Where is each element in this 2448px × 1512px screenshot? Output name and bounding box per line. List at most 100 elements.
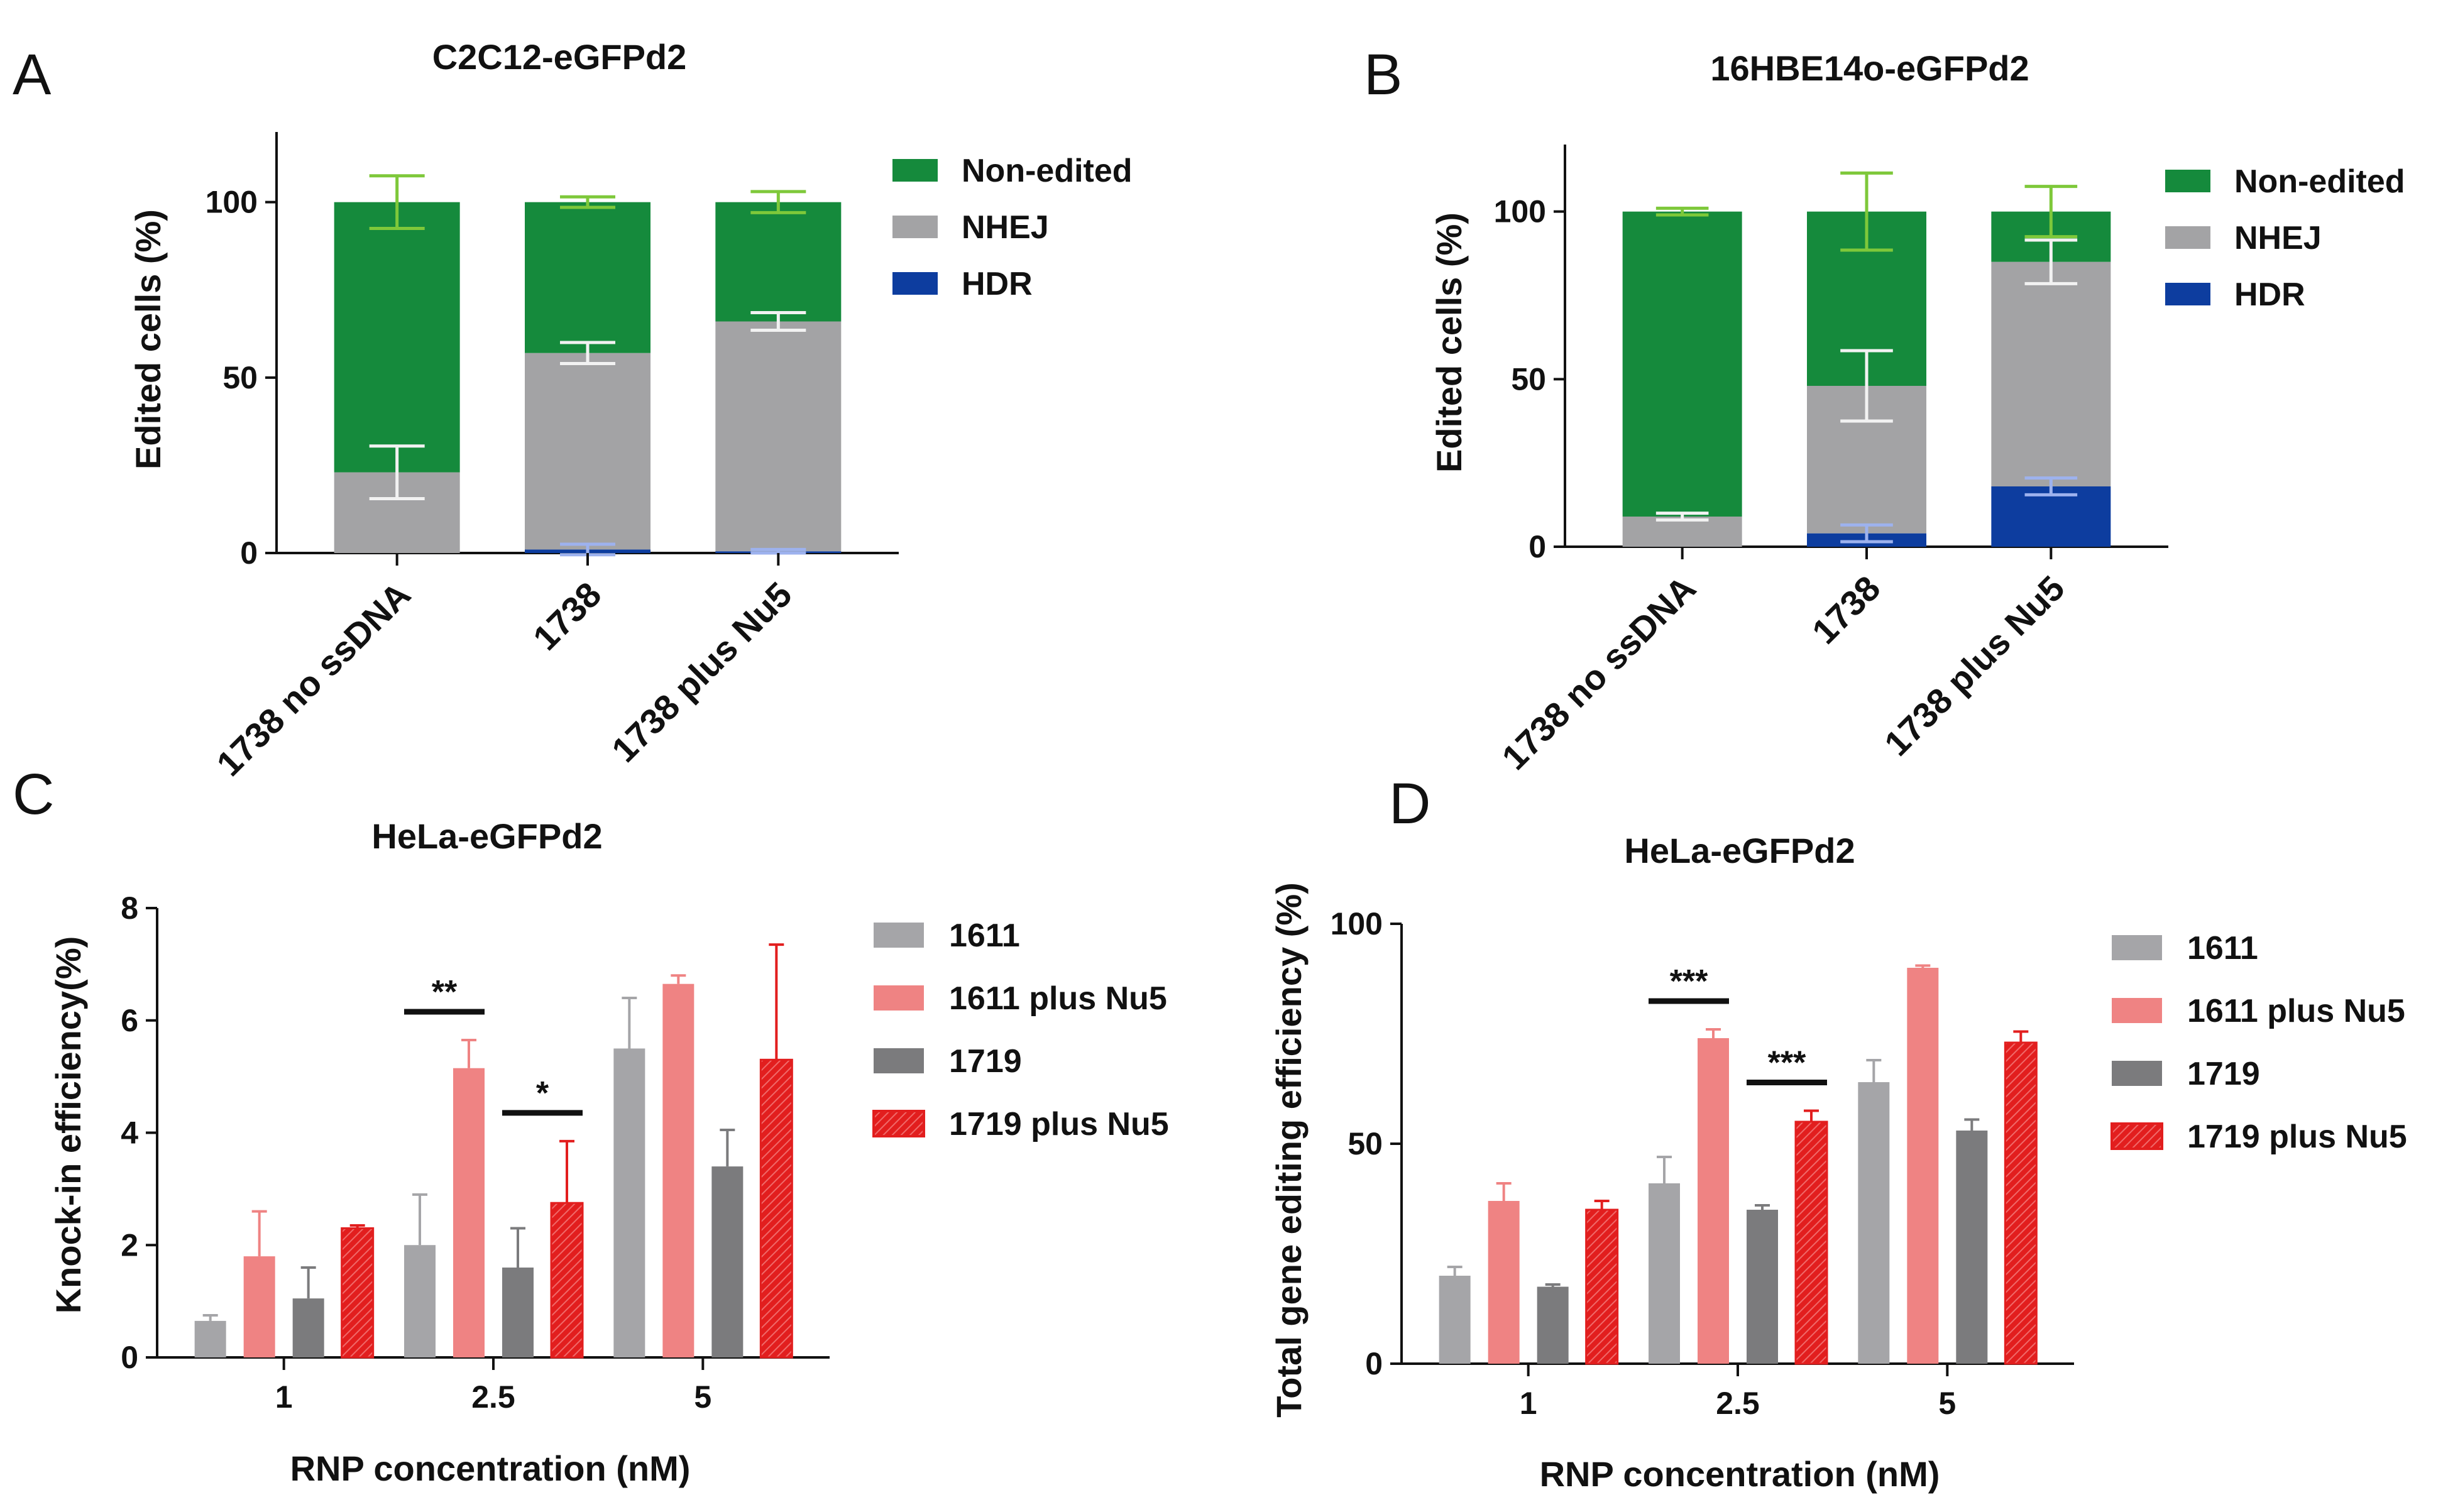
- panel-b-legend-swatch-non-edited: [2165, 170, 2210, 192]
- panel-c-y-tick-label: 0: [121, 1340, 138, 1375]
- panel-c-bar-1719-plus-nu5-1: [341, 1227, 375, 1359]
- panel-b-bar-hdr-1738-plus-nu5: [1991, 486, 2111, 547]
- panel-c-y-tick-label: 2: [121, 1227, 138, 1263]
- panel-d-category-label: 5: [1938, 1386, 1956, 1421]
- panel-b-y-tick-label: 50: [1511, 361, 1546, 397]
- panel-a-y-axis-label: Edited cells (%): [128, 209, 168, 469]
- panel-b-y-tick-label: 0: [1529, 529, 1546, 564]
- panel-a-bar-non-edited-1738-no-ssdna: [334, 202, 460, 473]
- panel-b-category-label: 1738 plus Nu5: [1877, 568, 2072, 764]
- panel-d-bar-1611-plus-nu5-5: [1907, 968, 1939, 1364]
- panel-c-category-label: 1: [275, 1379, 293, 1415]
- panel-d-bar-1611-plus-nu5-2-5: [1698, 1038, 1729, 1364]
- panel-a-bar-non-edited-1738: [525, 202, 650, 353]
- panel-c-legend-swatch-1719: [874, 1048, 924, 1073]
- panel-c-x-axis-label: RNP concentration (nM): [290, 1449, 691, 1488]
- panel-c-bar-1611-2-5: [404, 1245, 436, 1357]
- panel-d-legend-swatch-1719-plus-nu5: [2110, 1122, 2163, 1150]
- panel-c-legend-label: 1611 plus Nu5: [949, 980, 1167, 1017]
- panel-d-legend-label: 1719: [2187, 1056, 2260, 1092]
- panel-c-significance-label: **: [432, 974, 458, 1011]
- panel-a-y-tick-label: 50: [222, 360, 258, 395]
- panel-a-legend-label: HDR: [962, 266, 1033, 302]
- panel-a-category-label: 1738: [525, 574, 609, 658]
- panel-d-bar-1719-5: [1956, 1131, 1988, 1364]
- panel-c-legend-label: 1611: [949, 918, 1020, 954]
- panel-a-bar-non-edited-1738-plus-nu5: [715, 202, 842, 322]
- panel-d-bar-1611-1: [1439, 1276, 1471, 1364]
- panel-c-legend-label: 1719: [949, 1043, 1022, 1080]
- panel-a-legend-swatch-non-edited: [892, 159, 938, 182]
- panel-a-legend-label: NHEJ: [962, 209, 1049, 246]
- panel-d-category-label: 1: [1520, 1386, 1537, 1421]
- panel-d-significance-label: ***: [1768, 1045, 1806, 1082]
- panel-d-bar-1611-plus-nu5-1: [1488, 1201, 1520, 1364]
- panel-letter-a: A: [13, 43, 52, 107]
- panel-c-legend-swatch-1611: [874, 923, 924, 948]
- panel-letter-d: D: [1389, 772, 1430, 836]
- panel-d-legend-swatch-1611: [2112, 935, 2162, 960]
- panel-c-bar-1611-plus-nu5-1: [243, 1256, 275, 1357]
- panel-d-chart: 0 50 100 1 2.5 5 *** *** 1611 1611 plus Nu5 1719 17…: [1331, 906, 2407, 1421]
- panel-c-significance-label: *: [536, 1075, 549, 1112]
- panel-a-y-tick-label: 100: [206, 185, 258, 220]
- panel-d-bar-1719-plus-nu5-5: [2004, 1041, 2038, 1365]
- panel-b-legend-label: HDR: [2234, 277, 2305, 313]
- panel-a-legend-label: Non-edited: [962, 153, 1133, 189]
- panel-d-bar-1719-1: [1537, 1286, 1569, 1364]
- panel-b-category-label: 1738 no ssDNA: [1494, 568, 1703, 777]
- panel-d-legend-label: 1719 plus Nu5: [2187, 1119, 2407, 1155]
- panel-b-bar-nhej-1738-no-ssdna: [1622, 517, 1742, 547]
- panel-c-legend-swatch-1611-plus-nu5: [874, 985, 924, 1011]
- panel-d-y-tick-label: 100: [1331, 906, 1383, 941]
- panel-a-legend-swatch-nhej: [892, 216, 938, 238]
- panel-b-y-axis-label: Edited cells (%): [1429, 212, 1469, 473]
- panel-c-bar-1719-plus-nu5-5: [759, 1058, 793, 1359]
- panel-c-legend-label: 1719 plus Nu5: [949, 1106, 1169, 1142]
- panel-b-legend-label: NHEJ: [2234, 220, 2322, 256]
- panel-c-y-tick-label: 8: [121, 890, 138, 926]
- panel-c-bar-1611-plus-nu5-2-5: [453, 1068, 485, 1357]
- panel-d-legend-label: 1611 plus Nu5: [2187, 993, 2405, 1029]
- panel-d-bar-1719-plus-nu5-2-5: [1794, 1120, 1828, 1365]
- panel-d-bar-1611-5: [1858, 1082, 1890, 1364]
- panel-d-legend-swatch-1611-plus-nu5: [2112, 998, 2162, 1023]
- panel-d-legend-swatch-1719: [2112, 1061, 2162, 1086]
- panel-b-y-tick-label: 100: [1494, 194, 1546, 229]
- panel-a-bar-nhej-1738: [525, 353, 650, 550]
- panel-c-y-tick-label: 4: [121, 1115, 138, 1151]
- panel-a-category-label: 1738 no ssDNA: [209, 574, 418, 784]
- panel-d-title: HeLa-eGFPd2: [1624, 831, 1855, 870]
- panel-c-bar-1719-plus-nu5-2-5: [550, 1202, 584, 1359]
- panel-a-y-tick-label: 0: [240, 535, 258, 571]
- panel-b-legend-swatch-hdr: [2165, 283, 2210, 305]
- panel-c-bar-1611-1: [194, 1320, 226, 1357]
- panel-a-title: C2C12-eGFPd2: [432, 37, 687, 77]
- panel-c-category-label: 5: [694, 1379, 711, 1415]
- panel-c-bar-1611-plus-nu5-5: [662, 983, 694, 1357]
- panel-letter-c: C: [13, 762, 54, 826]
- panel-d-y-tick-label: 50: [1347, 1126, 1383, 1161]
- panel-c-bar-1719-5: [711, 1166, 744, 1357]
- panel-d-legend-label: 1611: [2187, 930, 2258, 967]
- panel-d-bar-1719-plus-nu5-1: [1585, 1208, 1619, 1365]
- panel-a-legend-swatch-hdr: [892, 272, 938, 295]
- panel-c-bar-1719-1: [292, 1298, 324, 1357]
- panel-b-category-label: 1738: [1804, 568, 1888, 652]
- panel-d-x-axis-label: RNP concentration (nM): [1540, 1454, 1940, 1494]
- panel-b-bar-non-edited-1738-no-ssdna: [1622, 211, 1742, 517]
- panel-letter-b: B: [1364, 43, 1402, 107]
- panel-b-title: 16HBE14o-eGFPd2: [1710, 48, 2029, 88]
- panel-a-bar-nhej-1738-plus-nu5: [715, 321, 842, 552]
- panel-d-significance-label: ***: [1670, 963, 1708, 1000]
- panel-d-bar-1611-2-5: [1649, 1183, 1680, 1364]
- panel-d-y-axis-label: Total gene editing efficiency (%): [1269, 882, 1309, 1418]
- panel-d-category-label: 2.5: [1716, 1386, 1760, 1421]
- panel-c-bar-1719-2-5: [502, 1268, 534, 1357]
- panel-c-category-label: 2.5: [471, 1379, 515, 1415]
- panel-b-legend-swatch-nhej: [2165, 226, 2210, 249]
- panel-b-bar-nhej-1738-plus-nu5: [1991, 261, 2111, 486]
